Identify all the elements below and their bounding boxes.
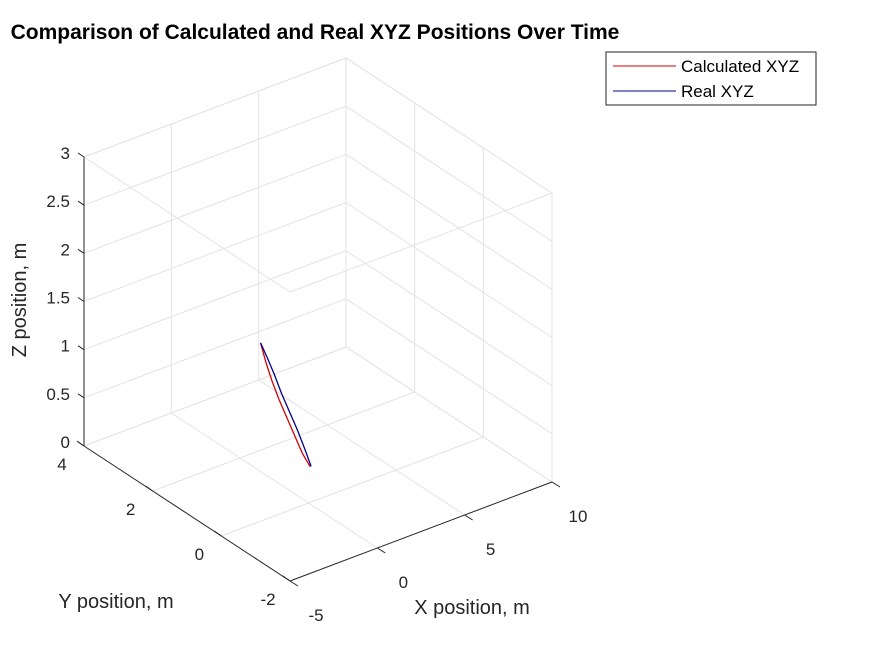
legend-label-calculated: Calculated XYZ bbox=[681, 57, 799, 76]
x-tick-3 bbox=[551, 481, 561, 488]
box-edge-top-back bbox=[83, 57, 347, 158]
y-tick-label-1: 0 bbox=[195, 545, 204, 564]
back-wall-gridline-z-4 bbox=[83, 153, 347, 254]
z-axis-label: Z position, m bbox=[9, 243, 31, 357]
side-wall-gridline-z-5 bbox=[345, 105, 553, 242]
x-tick-label-0: -5 bbox=[308, 606, 323, 625]
box-edge-top-front bbox=[289, 192, 553, 293]
floor-gridline-y-1 bbox=[221, 436, 484, 537]
x-tick-label-1: 0 bbox=[399, 573, 408, 592]
chart-title: Comparison of Calculated and Real XYZ Po… bbox=[11, 21, 620, 44]
legend: Calculated XYZ Real XYZ bbox=[605, 51, 817, 106]
back-wall-gridline-z-0 bbox=[83, 346, 347, 447]
side-wall-gridline-z-1 bbox=[345, 298, 553, 435]
y-axis-label: Y position, m bbox=[58, 591, 173, 613]
z-tick-1 bbox=[77, 393, 85, 399]
x-tick-1 bbox=[377, 547, 386, 554]
x-tick-label-3: 10 bbox=[569, 507, 588, 526]
back-wall-gridline-z-3 bbox=[83, 202, 347, 302]
side-wall-gridline-z-0 bbox=[345, 346, 553, 483]
side-wall-gridline-z-4 bbox=[345, 153, 553, 290]
side-wall-gridline-z-2 bbox=[345, 250, 553, 387]
z-tick-5 bbox=[77, 200, 85, 206]
z-tick-label-3: 1.5 bbox=[46, 289, 70, 308]
x-tick-2 bbox=[464, 514, 473, 521]
y-tick-2 bbox=[145, 485, 153, 492]
z-tick-label-6: 3 bbox=[61, 144, 70, 163]
y-tick-label-2: 2 bbox=[126, 500, 135, 519]
z-tick-label-2: 1 bbox=[61, 337, 70, 356]
y-tick-0 bbox=[282, 575, 291, 582]
side-wall-gridline-z-3 bbox=[345, 202, 553, 338]
x-axis-line bbox=[289, 481, 553, 582]
y-tick-1 bbox=[214, 530, 222, 537]
z-tick-6 bbox=[77, 152, 85, 158]
z-tick-3 bbox=[77, 297, 85, 302]
z-tick-4 bbox=[77, 248, 85, 254]
box-edge-top-side bbox=[345, 57, 553, 194]
back-wall-gridline-z-2 bbox=[83, 250, 347, 351]
floor-gridline-x-2 bbox=[258, 379, 465, 516]
floor-gridline-y-2 bbox=[152, 391, 415, 492]
y-tick-label-0: -2 bbox=[260, 590, 275, 609]
z-tick-0 bbox=[77, 441, 85, 447]
legend-label-real: Real XYZ bbox=[681, 82, 754, 101]
series-layer bbox=[259, 342, 312, 468]
x-axis-label: X position, m bbox=[414, 597, 530, 619]
z-tick-label-1: 0.5 bbox=[46, 385, 70, 404]
y-axis-line bbox=[83, 445, 291, 582]
box-edge-top-left bbox=[83, 156, 291, 293]
floor-gridline-x-1 bbox=[171, 412, 378, 549]
z-tick-2 bbox=[77, 345, 85, 351]
grid-layer bbox=[83, 57, 553, 582]
x-tick-label-2: 5 bbox=[486, 540, 495, 559]
series-line-1 bbox=[260, 342, 312, 467]
x-tick-0 bbox=[289, 580, 299, 587]
z-tick-label-0: 0 bbox=[61, 433, 70, 452]
axis-layer: -5 0 5 10 -2 0 2 4 0 0.5 1 1.5 2 2.5 3 bbox=[46, 144, 587, 625]
y-tick-label-3: 4 bbox=[57, 455, 66, 474]
series-line-0 bbox=[259, 342, 311, 468]
legend-box bbox=[605, 51, 817, 106]
z-tick-label-4: 2 bbox=[61, 240, 70, 259]
back-wall-gridline-z-1 bbox=[83, 298, 347, 399]
back-wall-gridline-z-5 bbox=[83, 105, 347, 206]
z-tick-label-5: 2.5 bbox=[46, 192, 70, 211]
